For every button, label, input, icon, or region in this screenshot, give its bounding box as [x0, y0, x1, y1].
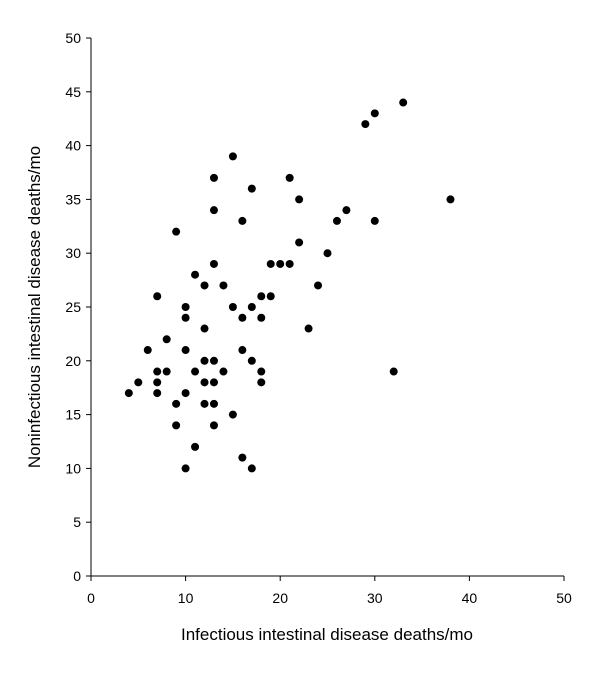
y-tick-label: 0: [73, 568, 81, 584]
x-tick-label: 40: [462, 590, 478, 606]
y-tick-label: 15: [65, 407, 81, 423]
data-point: [162, 335, 171, 344]
data-point: [370, 109, 379, 118]
data-point: [257, 378, 266, 387]
x-axis-title: Infectious intestinal disease deaths/mo: [181, 625, 473, 644]
data-point: [153, 389, 162, 398]
data-point: [276, 259, 285, 268]
y-tick-label: 5: [73, 514, 81, 530]
data-point: [191, 270, 200, 279]
data-point: [181, 464, 190, 473]
y-tick-label: 50: [65, 30, 81, 46]
y-tick-label: 45: [65, 84, 81, 100]
data-point: [181, 346, 190, 355]
data-point: [143, 346, 152, 355]
x-tick-label: 50: [556, 590, 572, 606]
data-point: [323, 249, 332, 258]
x-tick-label: 20: [272, 590, 288, 606]
y-tick-label: 40: [65, 138, 81, 154]
data-point: [172, 227, 181, 236]
data-point: [285, 259, 294, 268]
x-tick-label: 0: [87, 590, 95, 606]
x-tick-label: 10: [178, 590, 194, 606]
y-tick-label: 20: [65, 353, 81, 369]
y-axis-ticks: 0 5 10 15 20 25 30 35 40 45 50: [65, 30, 91, 584]
data-point: [209, 421, 218, 430]
data-point: [172, 421, 181, 430]
data-point: [200, 281, 209, 290]
data-point: [370, 216, 379, 225]
data-point: [200, 356, 209, 365]
data-point: [247, 184, 256, 193]
data-point: [228, 410, 237, 419]
data-point: [200, 324, 209, 333]
data-point: [209, 206, 218, 215]
data-point: [172, 399, 181, 408]
data-point: [181, 313, 190, 322]
data-point: [209, 259, 218, 268]
data-points: [124, 98, 455, 473]
data-point: [238, 216, 247, 225]
data-point: [153, 378, 162, 387]
data-point: [238, 346, 247, 355]
data-point: [181, 303, 190, 311]
data-point: [191, 442, 200, 451]
data-point: [209, 356, 218, 365]
data-point: [153, 367, 162, 376]
data-point: [124, 389, 133, 398]
data-point: [219, 367, 228, 376]
data-point: [361, 120, 370, 129]
data-point: [209, 378, 218, 387]
data-point: [247, 303, 256, 311]
data-point: [209, 399, 218, 408]
data-point: [238, 313, 247, 322]
data-point: [266, 259, 275, 268]
data-point: [247, 464, 256, 473]
data-point: [342, 206, 351, 215]
y-tick-label: 35: [65, 191, 81, 207]
x-axis-ticks: 0 10 20 30 40 50: [87, 576, 572, 606]
data-point: [191, 367, 200, 376]
y-tick-label: 30: [65, 245, 81, 261]
data-point: [295, 195, 304, 204]
data-point: [257, 367, 266, 376]
data-point: [257, 313, 266, 322]
data-point: [238, 453, 247, 462]
data-point: [181, 389, 190, 398]
data-point: [446, 195, 455, 204]
y-tick-label: 10: [65, 460, 81, 476]
data-point: [257, 292, 266, 301]
data-point: [162, 367, 171, 376]
data-point: [389, 367, 398, 376]
y-tick-label: 25: [65, 299, 81, 315]
data-point: [314, 281, 323, 290]
data-point: [285, 173, 294, 182]
data-point: [399, 98, 408, 107]
data-point: [219, 281, 228, 290]
data-point: [134, 378, 143, 387]
data-point: [295, 238, 304, 247]
data-point: [266, 292, 275, 301]
data-point: [209, 173, 218, 182]
x-tick-label: 30: [367, 590, 383, 606]
data-point: [200, 399, 209, 408]
data-point: [153, 292, 162, 301]
data-point: [304, 324, 313, 333]
data-point: [332, 216, 341, 225]
data-point: [200, 378, 209, 387]
data-point: [247, 356, 256, 365]
data-point: [228, 303, 237, 311]
data-point: [228, 152, 237, 161]
y-axis-title: Noninfectious intestinal disease deaths/…: [25, 146, 44, 468]
